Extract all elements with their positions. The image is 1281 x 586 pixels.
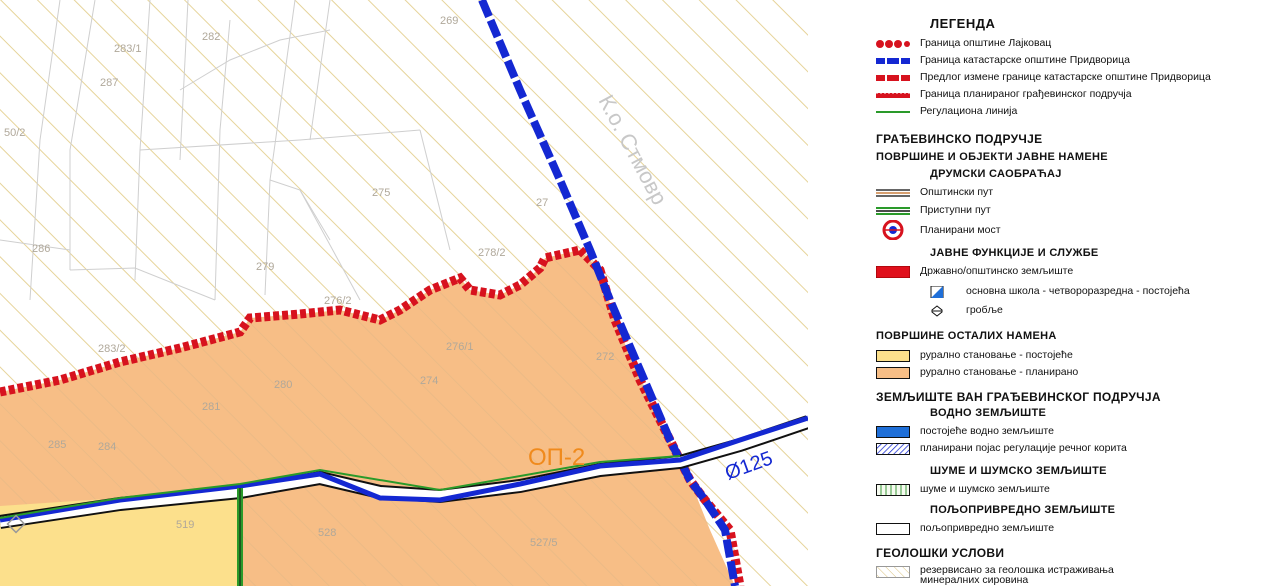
parcel-282: 282 [202,31,220,43]
legend-cadastral-proposal-label: Предлог измене границе катастарске општи… [920,71,1211,83]
legend-water-land-heading: ВОДНО ЗЕМЉИШТЕ [930,407,1047,419]
legend-agri-label: пољопривредно земљиште [920,522,1055,534]
legend-forest-label: шуме и шумско земљиште [920,483,1050,495]
building-boundary-icon [876,88,910,100]
legend-forest-heading: ШУМЕ И ШУМСКО ЗЕМЉИШТЕ [930,465,1107,477]
legend-row-cadastral: Граница катастарске општине Придворица [876,53,1130,67]
legend-building-boundary-label: Граница планираног грађевинског подручја [920,88,1132,100]
legend-water-existing-label: постојеће водно земљиште [920,425,1054,437]
parcel-276-1: 276/1 [446,341,474,353]
legend-row-municipality: Граница општине Лајковац [876,36,1051,50]
legend-outside-area-heading: ЗЕМЉИШТЕ ВАН ГРАЂЕВИНСКОГ ПОДРУЧЈА [876,390,1161,404]
parcel-278-2: 278/2 [478,247,506,259]
legend-row-rural-existing: рурално становање - постојеће [876,348,1073,362]
parcel-527-5: 527/5 [530,537,558,549]
parcel-284: 284 [98,441,116,453]
legend-other-uses-heading: ПОВРШИНЕ ОСТАЛИХ НАМЕНА [876,330,1057,342]
legend-building-area-heading: ГРАЂЕВИНСКО ПОДРУЧЈЕ [876,132,1043,146]
water-existing-icon [876,425,910,438]
regulation-line [0,455,681,519]
legend-row-cemetery: гробље [930,303,1003,317]
parcel-27: 27 [536,197,548,209]
legend-row-water-planned: планирани појас регулације речног корита [876,441,1127,455]
legend-regulation-label: Регулациона линија [920,105,1018,117]
rural-existing-icon [876,349,910,362]
parcel-279: 279 [256,261,274,273]
state-land-icon [875,265,911,279]
parcel-286: 286 [32,243,50,255]
legend-bridge-label: Планирани мост [920,224,1001,236]
road-fill [0,417,808,527]
legend-row-regulation: Регулациона линија [876,104,1017,118]
parcel-528: 528 [318,527,336,539]
parcel-283-1: 283/1 [114,43,142,55]
marker-square [6,514,26,534]
cadastral-proposal-icon [876,71,910,83]
legend-row-water-existing: постојеће водно земљиште [876,424,1054,438]
legend-row-geology: резервисано за геолошка истраживања мине… [876,565,1130,585]
legend-cadastral-label: Граница катастарске општине Придворица [920,54,1130,66]
legend-rural-planned-label: рурално становање - планирано [920,366,1079,378]
parcel-283-2: 283/2 [98,343,126,355]
zone-label: ОП-2 [528,444,585,471]
map-legend: ЛЕГЕНДА Граница општине Лајковац Граница… [812,0,1281,586]
forest-icon [876,483,910,496]
regulation-line-icon [876,105,910,117]
legend-agri-heading: ПОЉОПРИВРЕДНО ЗЕМЉИШТЕ [930,504,1116,516]
legend-state-land-label: Државно/општинско земљиште [920,265,1074,277]
geology-icon [876,565,910,578]
legend-row-school: основна школа - четвороразредна - постој… [930,284,1190,299]
parcel-50-2: 50/2 [4,127,25,139]
legend-row-rural-planned: рурално становање - планирано [876,365,1078,379]
legend-row-state-land: Државно/општинско земљиште [875,264,1074,279]
map-svg: 283/1 282 269 287 50/2 275 286 279 27 27… [0,0,808,586]
municipality-boundary [0,245,582,397]
legend-row-cadastral-proposal: Предлог измене границе катастарске општи… [876,70,1211,84]
legend-row-agri: пољопривредно земљиште [876,521,1054,535]
cadastral-boundary-icon [876,54,910,66]
map-canvas[interactable]: 283/1 282 269 287 50/2 275 286 279 27 27… [0,0,808,586]
legend-municipal-road-label: Општински пут [920,186,994,198]
legend-geology-label: резервисано за геолошка истраживања мине… [920,564,1114,586]
legend-title: ЛЕГЕНДА [930,16,996,31]
agri-icon [876,522,910,535]
parcel-274: 274 [420,375,438,387]
legend-rural-existing-label: рурално становање - постојеће [920,349,1073,361]
legend-public-functions-heading: ЈАВНЕ ФУНКЦИЈЕ И СЛУЖБЕ [930,247,1099,259]
municipal-road-icon [876,186,910,198]
legend-geology-heading: ГЕОЛОШКИ УСЛОВИ [876,546,1005,560]
legend-row-access-road: Приступни пут [876,203,991,217]
legend-water-planned-label: планирани појас регулације речног корита [920,442,1127,454]
legend-school-label: основна школа - четвороразредна - постој… [966,285,1190,297]
bridge-icon [876,219,910,241]
cemetery-icon [930,304,944,317]
rural-planned-icon [876,366,910,379]
legend-row-bridge: Планирани мост [876,219,1001,241]
water-planned-icon [876,442,910,455]
legend-row-municipal-road: Општински пут [876,185,993,199]
parcel-lines [0,0,451,301]
parcel-275: 275 [372,187,390,199]
parcel-519: 519 [176,519,194,531]
legend-municipality-label: Граница општине Лајковац [920,37,1052,49]
parcel-280: 280 [274,379,292,391]
legend-row-building-boundary: Граница планираног грађевинског подручја [876,87,1132,101]
parcel-287: 287 [100,77,118,89]
access-road-icon [876,204,910,216]
river-line [0,415,808,523]
legend-public-use-heading: ПОВРШИНЕ И ОБЈЕКТИ ЈАВНЕ НАМЕНЕ [876,151,1108,163]
parcel-285: 285 [48,439,66,451]
legend-road-traffic-heading: ДРУМСКИ САОБРАЋАЈ [930,168,1062,180]
school-icon [930,285,944,299]
parcel-269: 269 [440,15,458,27]
parcel-281: 281 [202,401,220,413]
municipality-boundary-icon [876,37,910,49]
legend-row-forest: шуме и шумско земљиште [876,482,1050,496]
legend-access-road-label: Приступни пут [920,204,991,216]
parcel-272: 272 [596,351,614,363]
parcel-276-2: 276/2 [324,295,352,307]
legend-cemetery-label: гробље [966,304,1003,316]
cadastral-boundary [478,0,739,586]
